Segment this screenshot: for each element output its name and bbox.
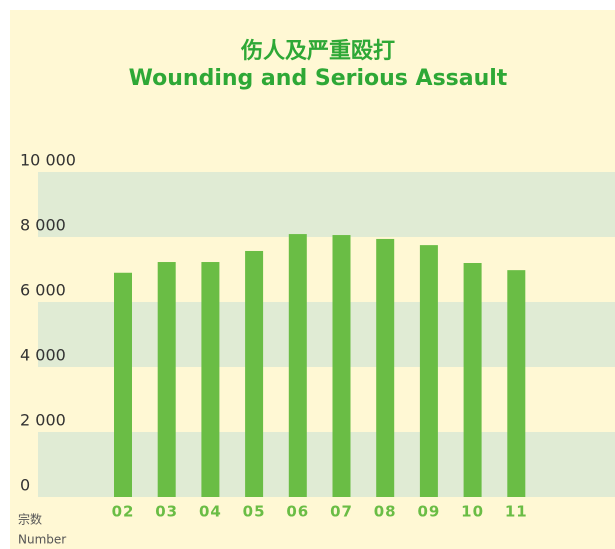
y-tick-label: 0 bbox=[20, 476, 30, 495]
x-tick-label: 03 bbox=[155, 503, 178, 521]
bar bbox=[332, 235, 351, 498]
y-tick-label: 6 000 bbox=[20, 281, 66, 300]
bar bbox=[288, 234, 307, 497]
y-axis-label: 宗数 bbox=[18, 512, 42, 527]
y-axis-label-en: Number bbox=[18, 533, 66, 547]
x-tick-label: 04 bbox=[199, 503, 222, 521]
x-tick-label: 09 bbox=[417, 503, 440, 521]
bar bbox=[245, 250, 264, 497]
x-tick-label: 11 bbox=[505, 503, 528, 521]
x-tick-label: 07 bbox=[330, 503, 353, 521]
x-tick-label: 05 bbox=[243, 503, 266, 521]
bar bbox=[376, 238, 395, 497]
x-tick-label: 02 bbox=[112, 503, 135, 521]
chart-title: 伤人及严重殴打 bbox=[240, 39, 395, 64]
bar bbox=[114, 272, 132, 497]
bar bbox=[201, 262, 220, 497]
y-tick-label: 2 000 bbox=[20, 411, 66, 430]
chart-subtitle: Wounding and Serious Assault bbox=[129, 66, 508, 91]
x-tick-label: 08 bbox=[374, 503, 397, 521]
bar bbox=[157, 262, 176, 497]
bar bbox=[419, 245, 438, 497]
bar bbox=[507, 270, 526, 497]
y-tick-label: 10 000 bbox=[20, 151, 76, 170]
band bbox=[38, 172, 615, 237]
bar bbox=[463, 263, 482, 497]
y-tick-label: 4 000 bbox=[20, 346, 66, 365]
x-tick-label: 06 bbox=[286, 503, 309, 521]
x-tick-label: 10 bbox=[461, 503, 484, 521]
y-tick-label: 8 000 bbox=[20, 216, 66, 235]
